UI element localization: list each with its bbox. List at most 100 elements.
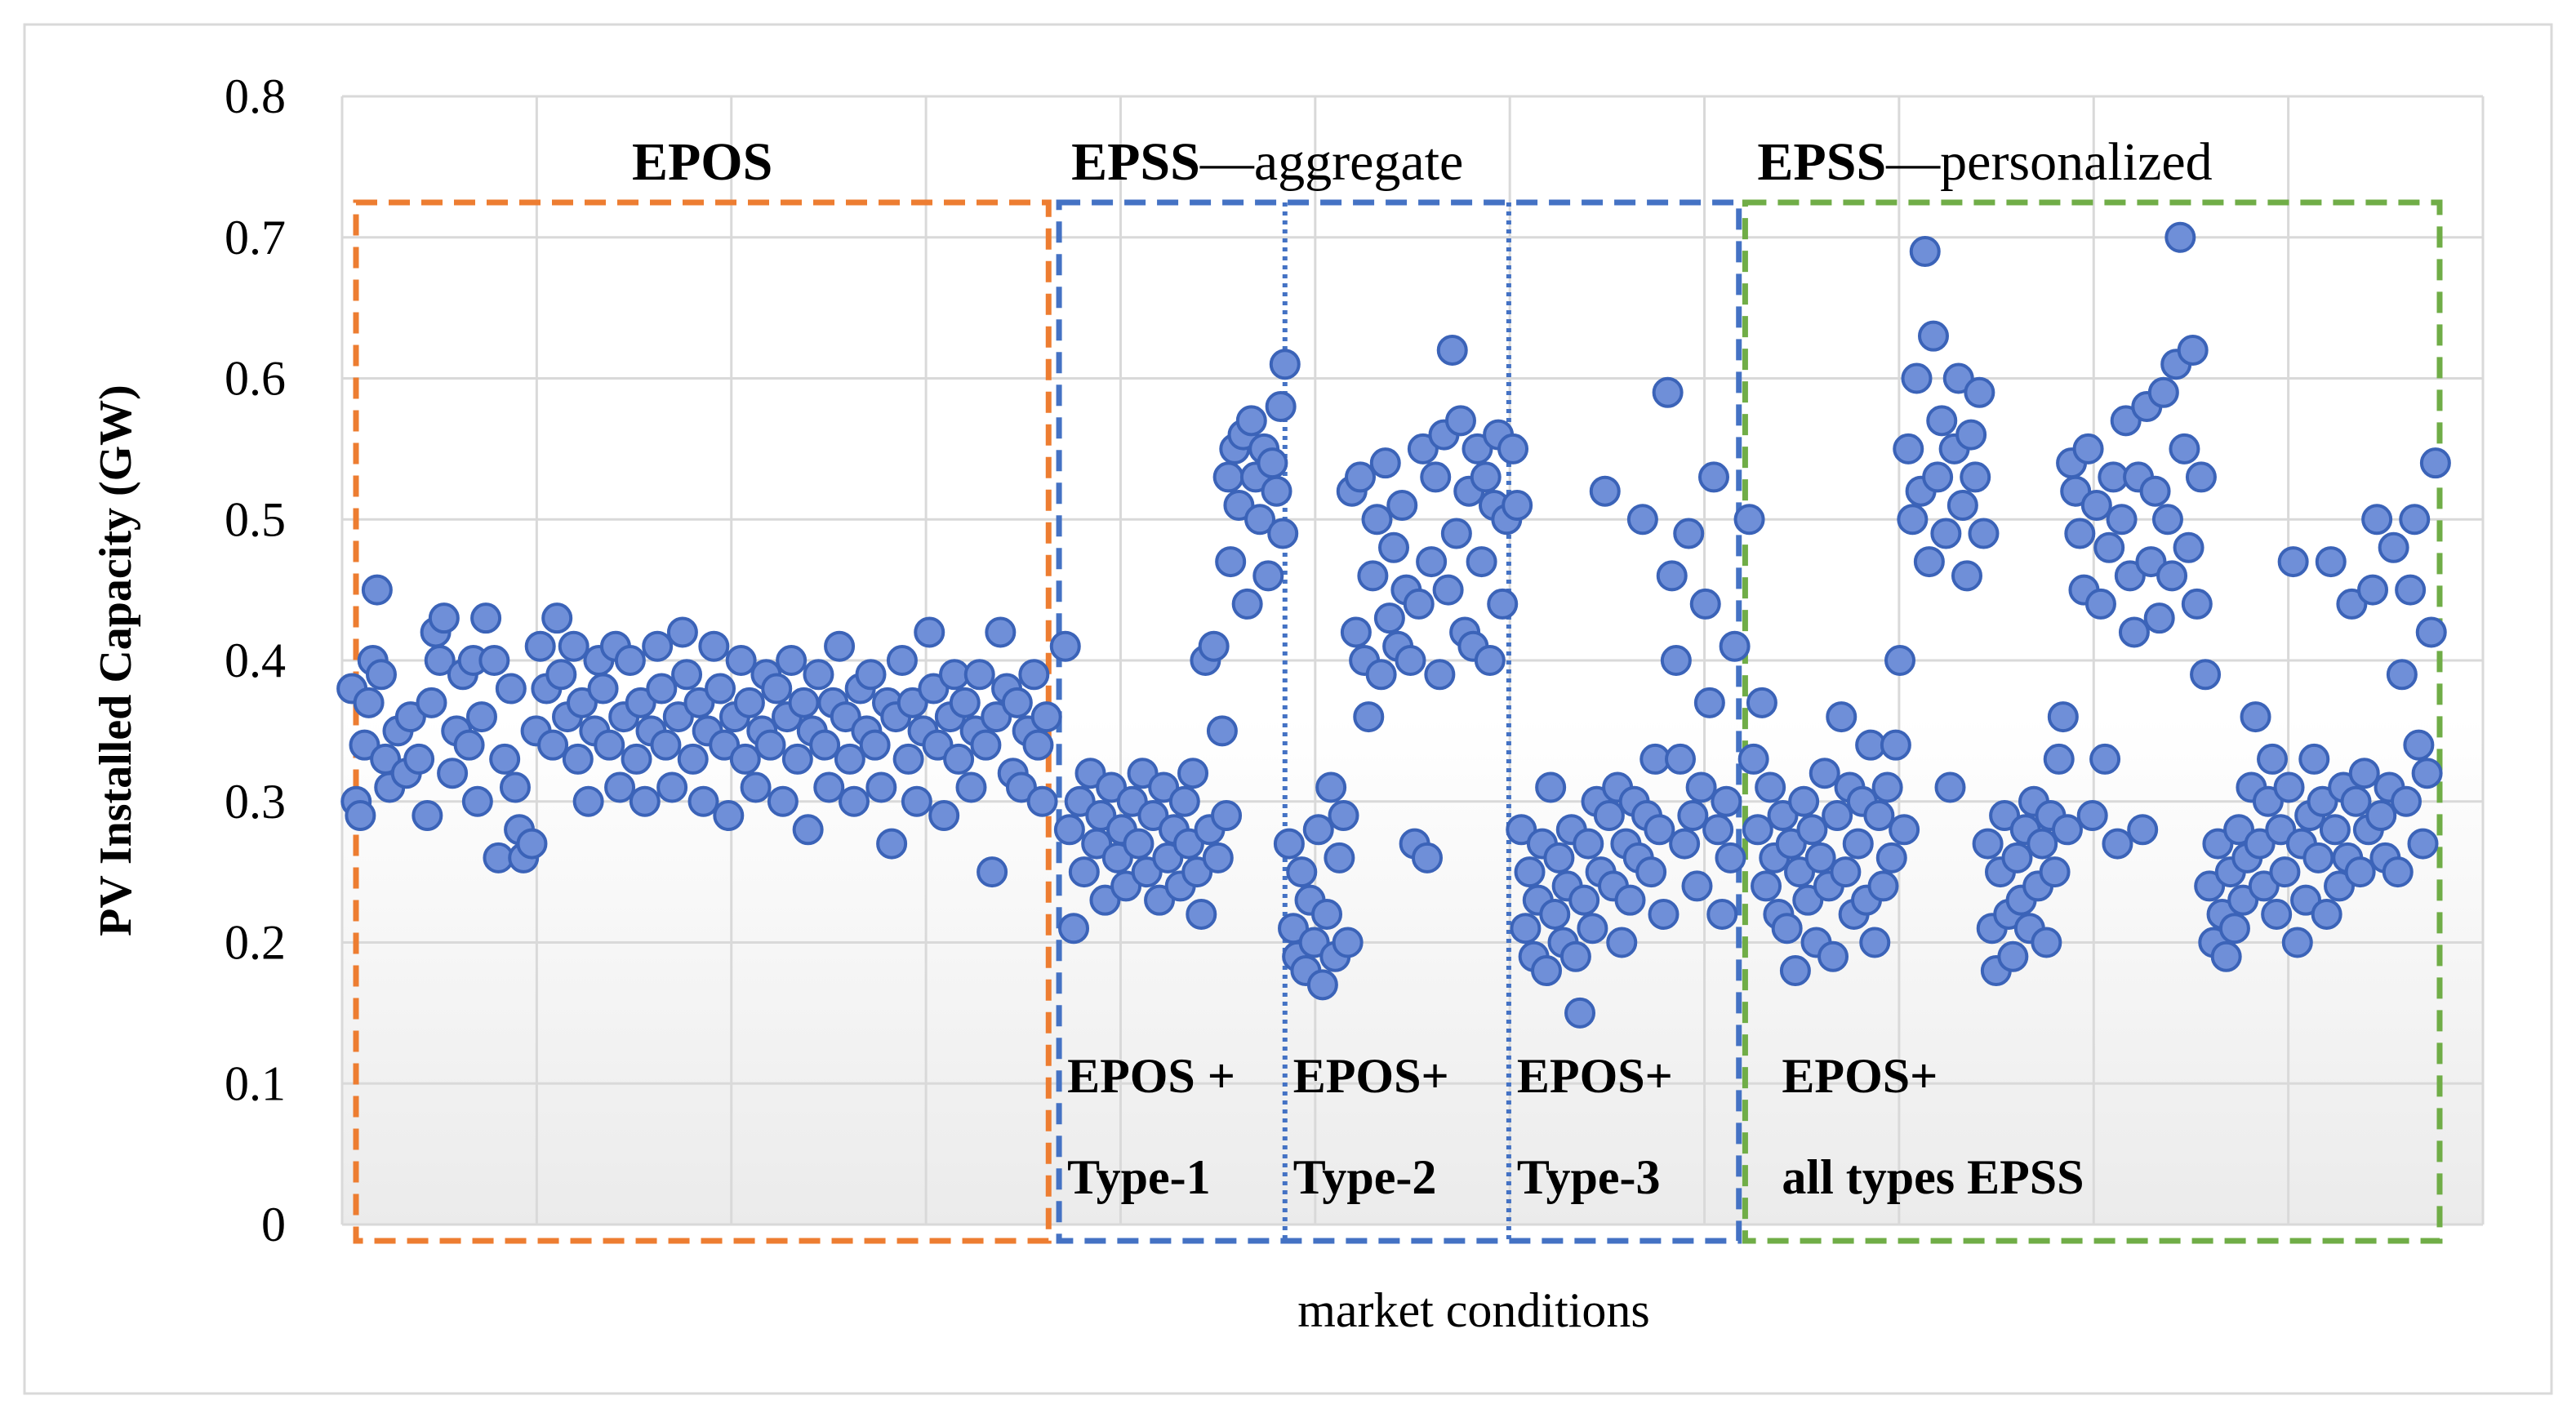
data-point xyxy=(1535,771,1567,803)
data-point xyxy=(1110,870,1142,902)
data-point xyxy=(1689,588,1721,620)
data-point xyxy=(1223,489,1255,521)
data-point xyxy=(1897,504,1929,536)
data-point xyxy=(1127,758,1159,789)
data-point xyxy=(1022,729,1054,761)
data-point xyxy=(1340,616,1372,648)
data-point xyxy=(1755,771,1786,803)
data-point xyxy=(666,616,698,648)
data-point xyxy=(1211,800,1243,832)
data-point xyxy=(2031,927,2062,958)
data-point xyxy=(646,673,678,705)
data-point xyxy=(1742,814,1773,846)
data-point xyxy=(412,800,443,832)
data-point xyxy=(1889,814,1920,846)
data-point xyxy=(761,673,793,705)
data-point xyxy=(1711,785,1742,817)
data-point xyxy=(1177,758,1209,789)
data-point xyxy=(2391,785,2423,817)
group-label-epss-aggregate: EPSS—aggregate xyxy=(1071,132,1463,192)
data-point xyxy=(2093,531,2125,563)
data-point xyxy=(876,828,908,860)
data-point xyxy=(1328,800,1359,832)
data-point xyxy=(1332,927,1364,958)
data-point xyxy=(1257,447,1288,479)
data-point xyxy=(1252,560,1284,592)
data-point xyxy=(2378,531,2409,563)
data-point xyxy=(2202,828,2234,860)
data-point xyxy=(361,574,393,606)
data-point xyxy=(662,701,694,733)
series-label-line2: Type-1 xyxy=(1067,1150,1211,1204)
data-point xyxy=(2240,701,2271,733)
data-point xyxy=(955,771,987,803)
data-point xyxy=(1989,800,2021,832)
data-point xyxy=(1901,362,1933,394)
data-point xyxy=(2089,743,2121,775)
data-point xyxy=(1946,489,1978,521)
data-point xyxy=(1804,842,1836,873)
data-point xyxy=(1842,828,1874,860)
data-point xyxy=(1096,771,1128,803)
data-point xyxy=(776,645,808,676)
data-point xyxy=(830,701,861,733)
y-tick-label: 0.7 xyxy=(225,211,286,264)
data-point xyxy=(1626,504,1658,536)
data-point xyxy=(499,771,531,803)
data-point xyxy=(767,785,799,817)
data-point xyxy=(2047,701,2079,733)
data-point xyxy=(1212,461,1244,493)
data-point xyxy=(1315,771,1347,803)
data-point xyxy=(2252,785,2284,817)
y-tick-label: 0.6 xyxy=(225,352,286,406)
data-point xyxy=(2399,504,2431,536)
data-point xyxy=(2027,828,2058,860)
data-point xyxy=(886,645,918,676)
data-point xyxy=(1514,856,1546,888)
data-point xyxy=(1972,828,2004,860)
group-box-epss-personalized xyxy=(1742,199,2443,1244)
y-tick-label: 0.5 xyxy=(225,492,286,546)
data-point xyxy=(621,743,652,775)
data-point xyxy=(1273,828,1305,860)
data-point xyxy=(1206,715,1238,747)
data-point xyxy=(416,687,447,718)
data-point xyxy=(1909,236,1941,268)
data-point xyxy=(2043,743,2075,775)
data-point xyxy=(2269,856,2301,888)
data-point xyxy=(1917,320,1949,352)
series-label-line1: EPOS+ xyxy=(1517,1049,1673,1103)
data-point xyxy=(2139,475,2171,507)
data-point xyxy=(803,659,834,691)
data-point xyxy=(2382,856,2414,888)
data-point xyxy=(1593,800,1625,832)
data-point xyxy=(1652,376,1684,408)
data-point xyxy=(365,659,397,691)
data-point xyxy=(1365,659,1397,691)
data-point xyxy=(792,814,824,846)
data-point xyxy=(1913,546,1945,578)
data-point xyxy=(1809,758,1840,789)
data-point xyxy=(1302,814,1334,846)
data-point xyxy=(1685,771,1717,803)
data-point xyxy=(2060,475,2092,507)
data-point xyxy=(2324,870,2356,902)
data-point xyxy=(1168,785,1200,817)
data-point xyxy=(2181,588,2213,620)
data-point xyxy=(2311,898,2342,930)
data-point xyxy=(2190,659,2222,691)
y-axis-ticks: 0 0.1 0.2 0.3 0.4 0.5 0.6 0.7 0.8 xyxy=(225,69,286,1251)
data-point xyxy=(1416,546,1448,578)
data-point xyxy=(453,729,485,761)
data-point xyxy=(1771,913,1803,945)
data-point xyxy=(650,729,682,761)
data-point xyxy=(2185,461,2217,493)
data-point xyxy=(1502,489,1533,521)
data-point xyxy=(2194,870,2226,902)
data-point xyxy=(495,673,527,705)
data-point xyxy=(428,602,460,634)
data-point xyxy=(1784,856,1816,888)
y-tick-label: 0.4 xyxy=(225,633,286,687)
data-point xyxy=(865,771,897,803)
